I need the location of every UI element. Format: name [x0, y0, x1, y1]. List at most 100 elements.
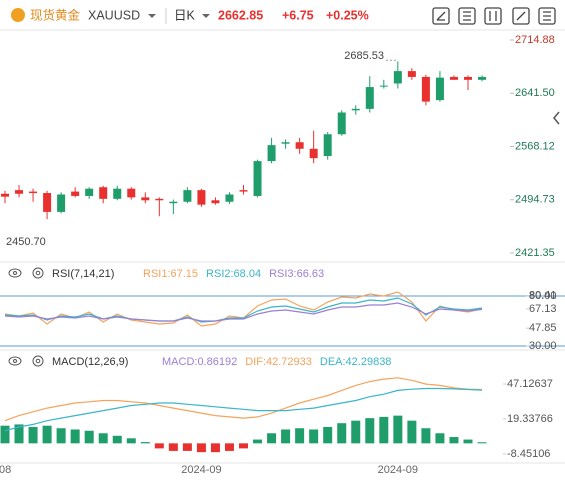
candle-body [43, 193, 52, 212]
macd-bar [239, 443, 249, 449]
candle-body [127, 188, 136, 198]
candle-body [281, 142, 290, 144]
candle-body [99, 187, 108, 199]
candle-body [463, 76, 472, 80]
candle-body [478, 76, 487, 80]
legend-entry: DIF:42.72933 [245, 356, 312, 368]
macd-bar [56, 428, 66, 444]
indicator-icon [463, 11, 471, 21]
change-pct: +0.25% [326, 8, 369, 22]
candle-body [337, 112, 346, 135]
candle-body [379, 85, 388, 87]
rsi-line [4, 302, 483, 322]
candle-body [211, 200, 220, 204]
candle-body [421, 76, 430, 102]
macd-bar [253, 439, 263, 444]
macd-bar [70, 429, 80, 444]
candle-body [183, 190, 192, 202]
candle-body [435, 77, 444, 101]
candle-body [449, 76, 458, 80]
macd-bar [267, 433, 277, 444]
settings-button[interactable] [538, 7, 556, 25]
macd-bar [154, 443, 164, 449]
rsi-title: RSI(7,14,21) [52, 268, 114, 280]
fullscreen-icon [516, 11, 526, 21]
macd-line [4, 377, 483, 422]
candle-body [71, 191, 80, 196]
toolbar [432, 7, 556, 25]
legend-entry: RSI1:67.15 [143, 268, 198, 280]
y-tick-label: 2568.12 [515, 140, 555, 152]
candle-body [295, 142, 304, 149]
macd-bar [42, 425, 52, 444]
candle-body [113, 188, 122, 199]
fullscreen-button[interactable] [512, 7, 530, 25]
symbol-dropdown[interactable] [148, 14, 156, 18]
low-label: 2450.70 [6, 236, 46, 248]
period-dropdown[interactable] [202, 14, 210, 18]
x-tick-label: 2024-09 [378, 464, 418, 476]
macd-line [4, 387, 483, 432]
candle-body [239, 190, 248, 192]
macd-bar [393, 415, 403, 444]
symbol-name[interactable]: 现货黄金 [30, 7, 81, 22]
legend-entry: DEA:42.29838 [320, 356, 392, 368]
change: +6.75 [282, 8, 314, 22]
macd-bar [407, 420, 417, 444]
indicator-button[interactable] [458, 7, 476, 25]
candle-body [253, 161, 262, 196]
candle-body [155, 198, 164, 201]
macd-bar [84, 430, 94, 444]
symbol-code[interactable]: XAUUSD [88, 8, 140, 22]
y-tick-label: 30.00 [529, 340, 557, 352]
candle-body [15, 190, 24, 194]
candle-body [365, 87, 374, 109]
y-tick-label: 47.85 [529, 322, 557, 334]
candle-body [407, 71, 416, 77]
candle-body [197, 190, 206, 205]
macd-bar [323, 426, 333, 444]
period[interactable]: 日K [174, 8, 196, 22]
candle-icon [489, 11, 497, 21]
high-label: 2685.53 [344, 50, 384, 62]
macd-bar [295, 428, 305, 444]
y-tick-label: 2714.88 [515, 34, 555, 46]
rsi-eye[interactable] [8, 268, 22, 278]
draw-button[interactable] [432, 7, 450, 25]
macd-bar [224, 443, 234, 451]
macd-bar [168, 443, 178, 451]
x-tick-label: 2024-09 [181, 464, 221, 476]
macd-bar [463, 439, 473, 444]
candle-body [141, 197, 150, 201]
macd-bar [365, 418, 375, 444]
macd-bar [196, 443, 206, 453]
macd-bar [182, 443, 192, 451]
y-tick-label: 2641.50 [515, 87, 555, 99]
candle-body [351, 108, 360, 111]
symbol-icon [11, 8, 25, 22]
macd-bar [309, 429, 319, 444]
candle-body [267, 145, 276, 162]
candle-button[interactable] [484, 7, 502, 25]
y-tick-label: 19.33766 [507, 413, 553, 425]
y-tick-label: 2421.35 [515, 247, 555, 259]
macd-bar [98, 433, 108, 444]
macd-bar [337, 423, 347, 444]
macd-gear[interactable] [32, 355, 44, 367]
macd-bar [449, 437, 459, 444]
draw-icon [436, 11, 446, 21]
macd-bar [126, 438, 136, 444]
macd-eye[interactable] [8, 356, 22, 366]
candle-body [85, 188, 94, 196]
collapse-arrow[interactable] [553, 111, 560, 125]
candle-body [1, 193, 9, 197]
macd-bar [435, 433, 445, 444]
rsi-line [4, 297, 483, 323]
legend-entry: RSI2:68.04 [206, 268, 261, 280]
x-tick-label: 2024-08 [0, 464, 11, 476]
rsi-gear[interactable] [32, 267, 44, 279]
candle-body [225, 194, 234, 202]
candle-body [57, 194, 66, 212]
